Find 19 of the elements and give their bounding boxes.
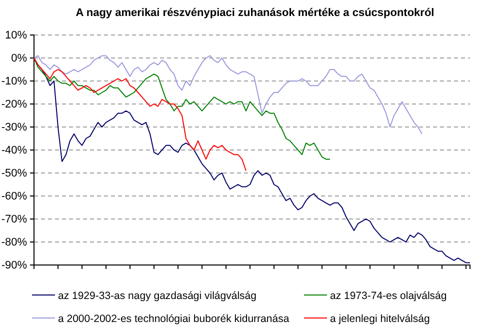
y-tick-label: 0% (11, 52, 28, 65)
y-tick-label: -70% (1, 214, 28, 226)
chart-title: A nagy amerikai részvénypiaci zuhanások mértéke a csúcspontokról (76, 7, 434, 19)
y-tick-label: -60% (1, 190, 28, 203)
y-tick-label: -30% (1, 122, 28, 134)
y-tick-label: -10% (1, 76, 28, 88)
y-tick-label: -20% (1, 98, 28, 111)
y-tick-label: -40% (1, 144, 28, 157)
line-series (34, 58, 246, 172)
legend-label: az 1973-74-es olajválság (330, 290, 447, 302)
legend-label: a 2000-2002-es technológiai buborék kidurranása (58, 313, 290, 325)
legend-label: az 1929-33-as nagy gazdasági világválság (58, 290, 257, 302)
y-tick-label: -50% (1, 168, 28, 180)
y-tick-label: -90% (1, 260, 28, 272)
legend-label: a jelenlegi hitelválság (330, 313, 430, 325)
line-series (34, 58, 330, 160)
line-series (34, 55, 422, 134)
y-tick-label: -80% (1, 236, 28, 249)
y-tick-label: 10% (4, 30, 28, 42)
